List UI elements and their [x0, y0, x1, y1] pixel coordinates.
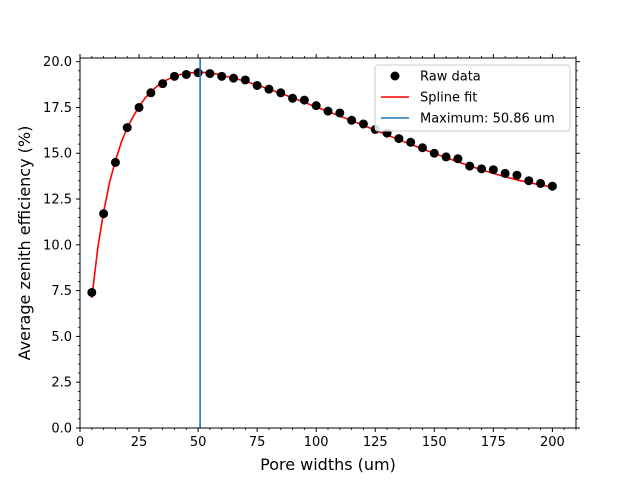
raw-data-point	[181, 69, 191, 79]
raw-data-point	[512, 170, 522, 180]
raw-data-point	[276, 88, 286, 98]
axis-ticks: 0 25 50 75 100 125 150 175 200 0.0 2.5 5.0 7.5 10.0 12…	[43, 54, 580, 450]
legend-marker-raw-data	[390, 71, 400, 81]
x-axis-title: Pore widths (um)	[260, 455, 396, 474]
raw-data-point	[288, 93, 298, 103]
x-tick-label: 100	[304, 435, 329, 450]
raw-data-point	[193, 68, 203, 78]
plot-marks	[87, 58, 557, 428]
raw-data-point	[536, 178, 546, 188]
raw-data-point	[252, 80, 262, 90]
raw-data-point	[205, 69, 215, 79]
raw-data-point	[335, 108, 345, 118]
raw-data-point	[264, 84, 274, 94]
raw-data-point	[158, 79, 168, 89]
x-tick-label: 0	[76, 435, 84, 450]
x-tick-label: 75	[249, 435, 266, 450]
raw-data-point	[417, 143, 427, 153]
raw-data-point	[99, 209, 109, 219]
y-tick-label: 0.0	[51, 422, 72, 437]
raw-data-point	[229, 73, 239, 83]
raw-data-point	[500, 168, 510, 178]
x-tick-label: 200	[540, 435, 565, 450]
y-tick-label: 5.0	[51, 330, 72, 345]
y-tick-label: 12.5	[43, 193, 72, 208]
legend-label: Maximum: 50.86 um	[420, 112, 555, 127]
y-tick-label: 15.0	[43, 147, 72, 162]
x-tick-label: 25	[131, 435, 148, 450]
y-tick-label: 10.0	[43, 238, 72, 253]
raw-data-point	[441, 152, 451, 162]
x-tick-label: 50	[190, 435, 207, 450]
raw-data-point	[524, 176, 534, 186]
legend-item-spline-fit: Spline fit	[381, 91, 477, 106]
raw-data-point	[217, 71, 227, 81]
raw-data-point	[87, 287, 97, 297]
y-tick-label: 2.5	[51, 376, 72, 391]
raw-data-point	[134, 102, 144, 112]
raw-data-point	[146, 88, 156, 98]
raw-data-point	[547, 181, 557, 191]
x-tick-label: 125	[363, 435, 388, 450]
raw-data-point	[406, 137, 416, 147]
raw-data-point	[311, 101, 321, 111]
raw-data-point	[465, 161, 475, 171]
legend-label: Raw data	[420, 70, 481, 85]
raw-data-point	[488, 165, 498, 175]
x-tick-label: 175	[481, 435, 506, 450]
raw-data-point	[110, 157, 120, 167]
raw-data-point	[169, 71, 179, 81]
y-axis-title: Average zenith efficiency (%)	[15, 126, 34, 361]
raw-data-point	[477, 164, 487, 174]
legend-item-maximum: Maximum: 50.86 um	[381, 112, 555, 127]
x-tick-label: 150	[422, 435, 447, 450]
raw-data-point	[122, 123, 132, 133]
raw-data-point	[394, 134, 404, 144]
raw-data-point	[323, 106, 333, 116]
legend: Raw data Spline fit Maximum: 50.86 um	[374, 64, 571, 132]
raw-data-point	[358, 119, 368, 129]
raw-data-point	[429, 148, 439, 158]
raw-data-point	[299, 95, 309, 105]
legend-label: Spline fit	[420, 91, 477, 106]
y-tick-label: 7.5	[51, 284, 72, 299]
raw-data-point	[240, 75, 250, 85]
legend-box	[374, 64, 571, 132]
y-tick-label: 17.5	[43, 101, 72, 116]
legend-item-raw-data: Raw data	[390, 70, 481, 85]
y-tick-label: 20.0	[43, 55, 72, 70]
raw-data-point	[347, 115, 357, 125]
raw-data-point	[453, 154, 463, 164]
